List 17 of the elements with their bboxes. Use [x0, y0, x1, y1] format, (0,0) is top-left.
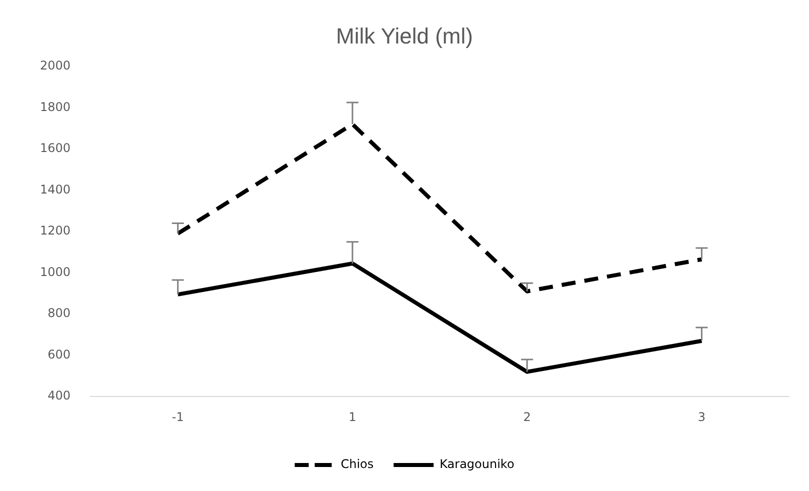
legend-label: Chios	[340, 457, 374, 472]
y-tick-label: 2000	[40, 58, 71, 73]
y-tick-label: 1800	[40, 100, 71, 114]
y-tick-label: 1400	[40, 182, 71, 196]
y-tick-label: 800	[48, 306, 71, 320]
x-tick-label: 1	[348, 410, 356, 424]
y-tick-label: 1000	[40, 264, 71, 279]
chart-title: Milk Yield (ml)	[336, 23, 473, 48]
x-tick-label: 3	[698, 410, 706, 424]
y-tick-label: 600	[48, 347, 71, 362]
legend-label: Karagouniko	[440, 457, 514, 472]
y-tick-label: 1200	[40, 224, 71, 238]
line-series	[176, 122, 704, 294]
y-tick-label: 400	[48, 388, 71, 403]
x-tick-label: 2	[523, 410, 531, 424]
x-tick-label: -1	[172, 410, 184, 424]
y-tick-label: 1600	[40, 141, 71, 156]
